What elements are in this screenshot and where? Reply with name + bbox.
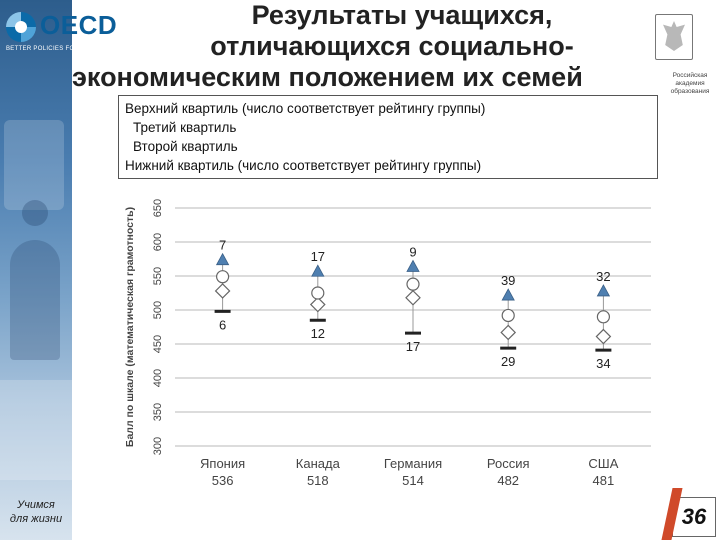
x-score-label: 482 — [497, 473, 519, 488]
y-tick-label: 300 — [152, 437, 164, 455]
third-quartile-mark — [501, 308, 515, 323]
slogan: Учимся для жизни — [2, 498, 70, 526]
top-quartile-mark — [406, 259, 420, 272]
title-line-3: экономическим положением их семей — [72, 62, 583, 92]
third-quartile-mark — [596, 310, 610, 324]
x-tick-label: Канада — [296, 456, 341, 471]
left-decorative-panel — [0, 0, 72, 540]
slogan-line-2: для жизни — [9, 513, 63, 525]
emblem-caption: Российская академия образования — [670, 72, 710, 95]
y-tick-label: 400 — [152, 369, 164, 387]
legend-box: Верхний квартиль (число соответствует ре… — [118, 95, 658, 179]
second-quartile-mark — [405, 289, 421, 306]
decor-shape — [4, 120, 64, 210]
x-tick-label: Япония — [200, 456, 245, 471]
title-line-2: отличающихся социально- — [210, 31, 574, 61]
top-rank-label: 17 — [311, 249, 325, 264]
top-quartile-mark — [311, 264, 325, 277]
third-quartile-mark — [311, 286, 325, 300]
logo-tagline: BETTER POLICIES FOR BETTER LIVES — [6, 46, 127, 52]
x-score-label: 514 — [402, 473, 424, 488]
second-quartile-mark — [500, 324, 517, 341]
top-quartile-mark — [596, 284, 611, 297]
x-tick-label: Германия — [384, 456, 442, 471]
top-rank-label: 32 — [596, 269, 610, 284]
third-quartile-mark — [406, 277, 420, 291]
top-rank-label: 7 — [219, 238, 226, 253]
top-rank-label: 39 — [501, 273, 515, 288]
second-quartile-mark — [595, 328, 612, 345]
page-title: Результаты учащихся, отличающихся социал… — [72, 0, 672, 93]
chart-area: 300 350 400 450 500 550 600 650 Балл по шкале (м… — [103, 188, 658, 500]
top-rank-label: 9 — [409, 244, 416, 259]
y-tick-label: 500 — [152, 301, 164, 319]
logo-name: OECD — [40, 10, 118, 40]
y-tick-label: 450 — [152, 335, 164, 353]
x-score-label: 481 — [593, 473, 615, 488]
top-quartile-mark — [215, 252, 230, 266]
page-number: 36 — [672, 497, 716, 537]
third-quartile-mark — [215, 270, 230, 284]
legend-item-third: Третий квартиль — [133, 120, 237, 135]
legend-item-bottom: Нижний квартиль (число соответствует рей… — [125, 158, 482, 173]
second-quartile-mark — [309, 296, 326, 313]
decor-shape — [10, 240, 60, 360]
x-score-label: 536 — [212, 473, 234, 488]
eagle-icon — [663, 21, 685, 51]
bottom-rank-label: 6 — [219, 317, 226, 332]
title-line-1: Результаты учащихся, — [251, 0, 553, 30]
x-tick-label: Россия — [487, 456, 530, 471]
second-quartile-mark — [214, 283, 231, 299]
bottom-rank-label: 34 — [596, 356, 610, 371]
decor-shape — [22, 200, 48, 226]
decor-shape — [0, 380, 72, 480]
top-quartile-mark — [501, 288, 515, 301]
slogan-line-1: Учимся — [17, 499, 55, 511]
bottom-rank-label: 29 — [501, 354, 515, 369]
y-tick-label: 350 — [152, 403, 164, 421]
emblem-logo — [655, 14, 693, 60]
legend-item-second: Второй квартиль — [133, 139, 238, 154]
y-axis-label: Балл по шкале (математическая грамотност… — [124, 207, 136, 447]
y-tick-label: 650 — [152, 199, 164, 217]
oecd-logo: OECD BETTER POLICIES FOR BETTER LIVES — [6, 8, 127, 52]
quartile-chart: 300 350 400 450 500 550 600 650 Балл по шкале (м… — [124, 199, 651, 488]
x-tick-label: США — [588, 456, 618, 471]
legend-item-top: Верхний квартиль (число соответствует ре… — [125, 101, 486, 116]
oecd-logo-icon — [6, 12, 36, 42]
y-tick-label: 600 — [152, 233, 164, 251]
bottom-rank-label: 17 — [406, 339, 420, 354]
bottom-rank-label: 12 — [311, 326, 325, 341]
x-score-label: 518 — [307, 473, 329, 488]
y-tick-label: 550 — [152, 267, 164, 285]
